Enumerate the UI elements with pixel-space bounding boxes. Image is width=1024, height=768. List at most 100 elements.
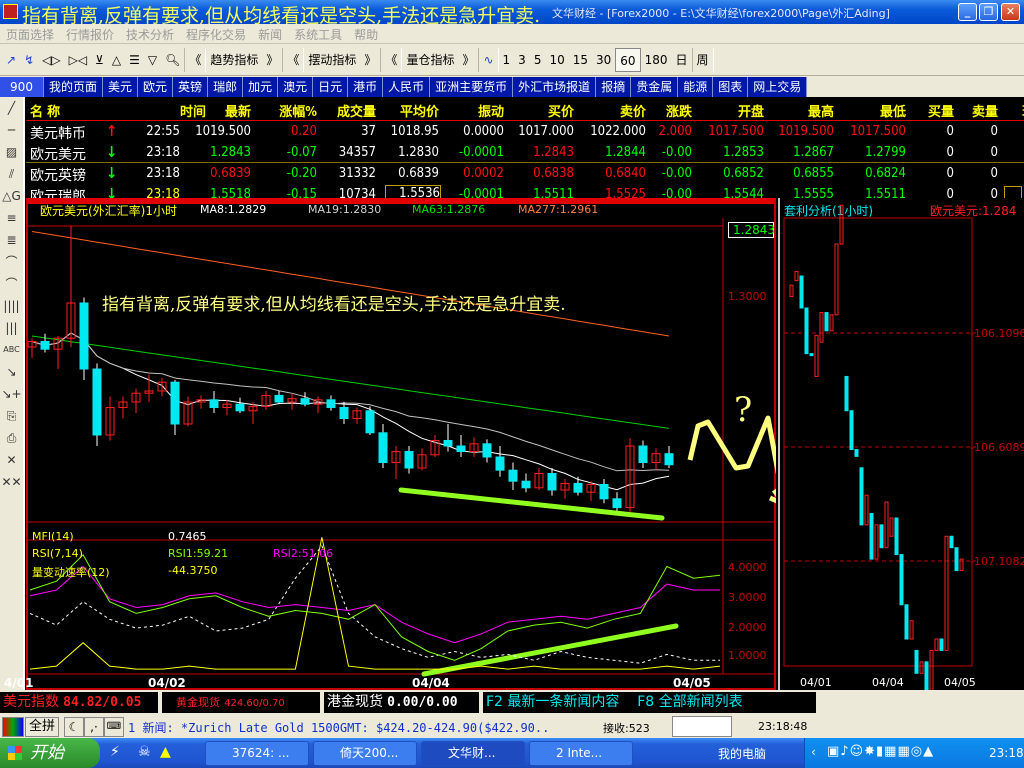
menu-system-tools[interactable]: 系统工具 [294, 28, 343, 42]
drawing-tool-icon[interactable]: ─ [7, 123, 16, 137]
volume-indicator-button[interactable]: 量仓指标 [406, 52, 455, 67]
column-header[interactable]: 最低 [879, 105, 906, 120]
f2-latest-news[interactable]: F2 最新一条新闻内容 [486, 694, 620, 710]
arb-chart[interactable] [780, 198, 1024, 690]
column-header[interactable]: 涨跌 [665, 105, 692, 120]
volume-prev-button[interactable]: 《 [380, 47, 403, 72]
drawing-tool-icon[interactable]: ↘+ [1, 387, 22, 401]
tab-1[interactable]: 我的页面 [44, 77, 104, 97]
tab-8[interactable]: 日元 [313, 77, 349, 97]
stack-icon[interactable]: ☰ [129, 52, 140, 67]
period-5[interactable]: 5 [533, 52, 542, 67]
draw-down-icon[interactable]: ↯ [24, 52, 35, 67]
minimize-button[interactable]: _ [958, 3, 977, 21]
tab-14[interactable]: 贵金属 [631, 77, 679, 97]
desktop-toolbar[interactable]: 我的电脑 [718, 747, 767, 761]
quicklaunch-icon[interactable]: ▲ [160, 744, 171, 760]
task-button[interactable]: 37624: ... [205, 741, 309, 766]
tab-7[interactable]: 澳元 [278, 77, 314, 97]
tab-3[interactable]: 欧元 [138, 77, 174, 97]
period-30[interactable]: 30 [596, 52, 612, 67]
tab-10[interactable]: 人民币 [383, 77, 431, 97]
period-day[interactable]: 日 [675, 52, 688, 67]
tab-16[interactable]: 图表 [713, 77, 749, 97]
menu-help[interactable]: 帮助 [354, 28, 379, 42]
menu-page-select[interactable]: 页面选择 [6, 28, 55, 42]
close-button[interactable]: ✕ [1001, 3, 1020, 21]
oscillator-prev-button[interactable]: 《 [282, 47, 305, 72]
punctuation-icon[interactable]: ,· [84, 717, 104, 737]
task-button[interactable]: 文华财... [421, 741, 525, 766]
trend-indicator-button[interactable]: 趋势指标 [210, 52, 259, 67]
drawing-tool-icon[interactable]: |||| [3, 299, 20, 313]
oscillator-next-button[interactable]: 》 [364, 52, 377, 67]
gold-ticker[interactable]: 黄金现货 424.60/0.70 [162, 692, 320, 713]
half-width-icon[interactable]: ☾ [64, 717, 84, 737]
tab-9[interactable]: 港币 [348, 77, 384, 97]
usd-index-ticker[interactable]: 美元指数 84.82/0.05 [0, 692, 158, 713]
restore-button[interactable]: ❐ [979, 3, 998, 21]
tray-expand-icon[interactable]: ‹ [811, 745, 816, 759]
period-10[interactable]: 10 [549, 52, 565, 67]
draw-up-icon[interactable]: ↗ [6, 52, 17, 67]
period-3[interactable]: 3 [518, 52, 526, 67]
column-header[interactable]: 平均价 [399, 105, 439, 120]
ime-icon[interactable] [2, 717, 24, 737]
shrink-icon[interactable]: ▷◁ [68, 52, 88, 67]
command-input[interactable] [672, 716, 732, 737]
tab-6[interactable]: 加元 [243, 77, 279, 97]
menu-tech-analysis[interactable]: 技术分析 [126, 28, 175, 42]
ma-icon[interactable]: ⊻ [95, 52, 104, 67]
quicklaunch-icon[interactable]: ☠ [138, 744, 151, 760]
drawing-tool-icon[interactable]: ▨ [5, 145, 18, 159]
line-chart-icon[interactable]: ∿ [478, 47, 499, 72]
tab-13[interactable]: 报摘 [596, 77, 632, 97]
f8-all-news[interactable]: F8 全部新闻列表 [637, 694, 743, 710]
column-header[interactable]: 振动 [477, 105, 504, 120]
column-header[interactable]: 时间 [179, 105, 206, 120]
drawing-tool-icon[interactable]: ≡ [6, 211, 17, 225]
quicklaunch-icon[interactable]: ⚡ [110, 744, 120, 760]
menu-quotes[interactable]: 行情报价 [66, 28, 115, 42]
arbitrage-chart-panel[interactable]: 套利分析(1小时) 欧元美元:1.284 -106.1096 -106.6089… [778, 198, 1024, 690]
trend-prev-button[interactable]: 《 [184, 47, 207, 72]
drawing-tool-icon[interactable]: ✕ [6, 453, 17, 467]
news-ticker[interactable]: 1 新闻: *Zurich Late Gold 1500GMT: $424.20… [128, 721, 550, 735]
quote-row[interactable]: 美元韩币 ↑ 22:55 1019.500 0.20 37 1018.95 0.0000 101… [26, 122, 1024, 143]
drawing-tool-icon[interactable]: ⎙ [6, 431, 17, 445]
oscillator-indicator-button[interactable]: 摆动指标 [308, 52, 357, 67]
tab-0[interactable]: 900 [0, 77, 44, 97]
drawing-tool-icon[interactable]: ≣ [6, 233, 17, 247]
drawing-tool-icon[interactable]: ⌒ [5, 277, 18, 291]
expand-icon[interactable]: ◁▷ [42, 52, 61, 67]
column-header[interactable]: 买量 [927, 105, 954, 120]
triangle-up-icon[interactable]: △ [111, 52, 122, 67]
column-header[interactable]: 最高 [807, 105, 834, 120]
tab-2[interactable]: 美元 [103, 77, 139, 97]
tab-5[interactable]: 瑞郎 [208, 77, 244, 97]
keyboard-icon[interactable]: ⌨ [104, 717, 124, 737]
drawing-tool-icon[interactable]: ╱ [7, 101, 16, 115]
task-button[interactable]: 2 Inte... [529, 741, 633, 766]
period-1[interactable]: 1 [502, 52, 511, 67]
drawing-tool-icon[interactable]: ⎘ [6, 409, 17, 423]
column-header[interactable]: 卖价 [619, 105, 646, 120]
tab-17[interactable]: 网上交易 [748, 77, 808, 97]
tab-12[interactable]: 外汇市场报道 [513, 77, 597, 97]
drawing-tool-icon[interactable]: ⫽ [8, 167, 15, 181]
drawing-tool-icon[interactable]: ABC [3, 345, 20, 354]
quote-row[interactable]: 欧元美元 ↓ 23:18 1.2843 -0.07 34357 1.2830 -0.0001 1… [26, 143, 1024, 164]
drawing-tool-icon[interactable]: ⌒ [5, 255, 18, 269]
zoom-icon[interactable]: 🔍︎ [165, 52, 181, 67]
period-15[interactable]: 15 [572, 52, 589, 67]
tray-icons[interactable]: ▣♪☺✸▮▦▦◎▲ [827, 744, 935, 759]
tab-15[interactable]: 能源 [678, 77, 714, 97]
tab-4[interactable]: 英镑 [173, 77, 209, 97]
tab-11[interactable]: 亚洲主要货币 [430, 77, 514, 97]
period-week[interactable]: 周 [691, 47, 714, 72]
column-header[interactable]: 开盘 [737, 105, 764, 120]
period-180[interactable]: 180 [644, 52, 668, 67]
main-chart-panel[interactable]: 欧元美元(外汇汇率)1小时 MA8:1.2829 MA19:1.2830 MA6… [4, 198, 776, 690]
drawing-tool-icon[interactable]: ↘ [6, 365, 17, 379]
trend-next-button[interactable]: 》 [266, 52, 279, 67]
